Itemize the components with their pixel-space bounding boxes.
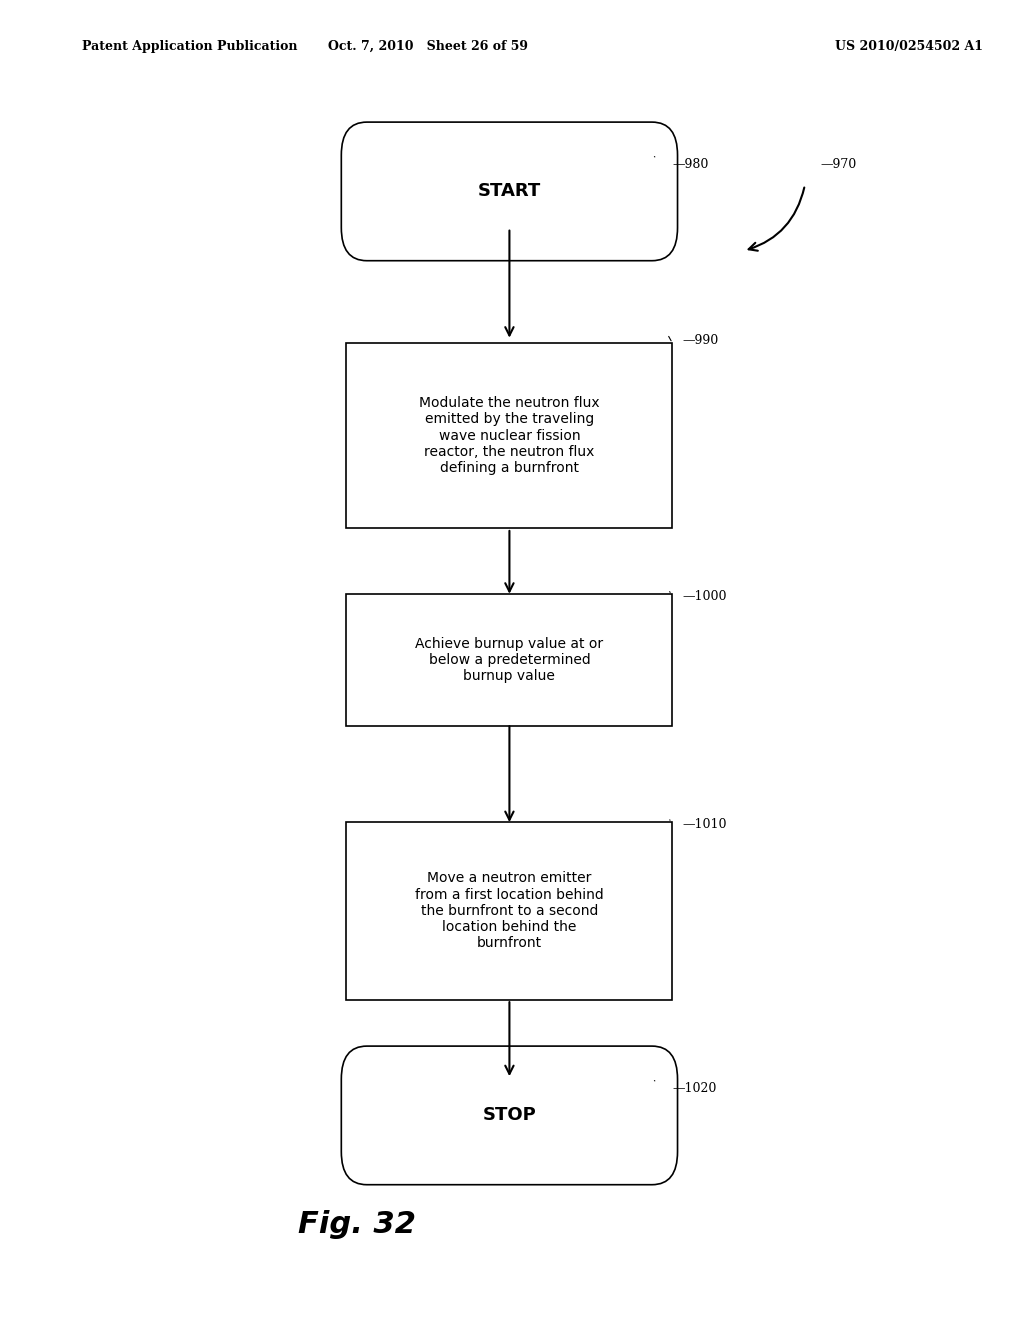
Text: Oct. 7, 2010   Sheet 26 of 59: Oct. 7, 2010 Sheet 26 of 59 (328, 40, 528, 53)
Text: START: START (478, 182, 541, 201)
Text: Patent Application Publication: Patent Application Publication (82, 40, 297, 53)
Text: —1020: —1020 (673, 1082, 717, 1096)
FancyBboxPatch shape (341, 1045, 678, 1185)
Text: STOP: STOP (482, 1106, 537, 1125)
Text: —970: —970 (820, 158, 856, 172)
Text: —1000: —1000 (683, 590, 727, 603)
Bar (346, 343, 673, 528)
Text: Fig. 32: Fig. 32 (298, 1210, 416, 1239)
Text: —1010: —1010 (683, 818, 727, 832)
Bar (346, 594, 673, 726)
Bar (346, 821, 673, 1001)
Text: —990: —990 (683, 334, 719, 347)
Text: US 2010/0254502 A1: US 2010/0254502 A1 (836, 40, 983, 53)
Text: Modulate the neutron flux
emitted by the traveling
wave nuclear fission
reactor,: Modulate the neutron flux emitted by the… (419, 396, 600, 475)
FancyBboxPatch shape (341, 123, 678, 261)
Text: Move a neutron emitter
from a first location behind
the burnfront to a second
lo: Move a neutron emitter from a first loca… (415, 871, 604, 950)
Text: Achieve burnup value at or
below a predetermined
burnup value: Achieve burnup value at or below a prede… (416, 636, 603, 684)
Text: —980: —980 (673, 158, 709, 172)
